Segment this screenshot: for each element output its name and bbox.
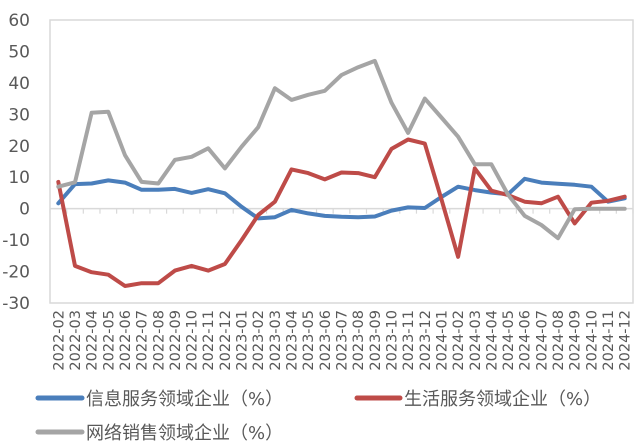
x-tick-label: 2023-04 xyxy=(285,310,301,371)
x-tick-label: 2024-10 xyxy=(584,310,600,371)
x-tick-label: 2022-11 xyxy=(201,310,217,371)
x-axis: 2022-02 2022-03 2022-04 2022-05 2022-06 2022-… xyxy=(51,310,633,371)
y-tick-label: 50 xyxy=(8,42,30,62)
x-tick-label: 2024-01 xyxy=(434,310,450,371)
legend-item-online-sales[interactable]: 网络销售领域企业（%） xyxy=(35,423,283,444)
x-tick-label: 2022-08 xyxy=(151,310,167,371)
x-tick-label: 2023-11 xyxy=(401,310,417,371)
series-line-1 xyxy=(56,137,627,288)
x-tick-label: 2022-02 xyxy=(51,310,67,371)
legend-item-life-service[interactable]: 生活服务领域企业（%） xyxy=(354,389,601,410)
x-tick-label: 2024-05 xyxy=(501,310,517,371)
x-tick-label: 2024-06 xyxy=(518,310,534,371)
x-tick-label: 2023-09 xyxy=(368,310,384,371)
x-tick-label: 2023-02 xyxy=(251,310,267,371)
legend-item-info-service[interactable]: 信息服务领域企业（%） xyxy=(35,389,283,410)
x-tick-label: 2023-08 xyxy=(351,310,367,371)
y-tick-label: 60 xyxy=(8,11,30,31)
y-tick-label: 40 xyxy=(8,74,30,94)
legend: 信息服务领域企业（%） 生活服务领域企业（%） 网络销售领域企业（%） xyxy=(35,389,601,444)
y-tick-label: 10 xyxy=(8,168,30,188)
x-tick-label: 2023-01 xyxy=(235,310,251,371)
y-tick-label: -10 xyxy=(2,231,30,251)
x-tick-label: 2023-12 xyxy=(418,310,434,371)
x-tick-label: 2024-09 xyxy=(568,310,584,371)
x-tick-label: 2022-12 xyxy=(218,310,234,371)
x-tick-label: 2022-03 xyxy=(68,310,84,371)
x-tick-label: 2023-05 xyxy=(301,310,317,371)
y-tick-label: 0 xyxy=(19,200,30,220)
x-tick-label: 2023-06 xyxy=(318,310,334,371)
x-tick-label: 2023-07 xyxy=(335,310,351,371)
x-tick-label: 2024-11 xyxy=(601,310,617,371)
y-tick-label: 30 xyxy=(8,105,30,125)
x-tick-label: 2024-04 xyxy=(484,310,500,371)
series-line-2 xyxy=(56,58,627,241)
x-tick-label: 2023-10 xyxy=(384,310,400,371)
legend-label-life-service: 生活服务领域企业（%） xyxy=(404,389,601,410)
x-tick-label: 2024-03 xyxy=(468,310,484,371)
x-tick-label: 2024-02 xyxy=(451,310,467,371)
x-tick-label: 2022-10 xyxy=(185,310,201,371)
y-axis: 60 50 40 30 20 10 0 -10 -20 -30 xyxy=(2,11,30,314)
x-tick-label: 2022-04 xyxy=(85,310,101,371)
x-tick-label: 2022-05 xyxy=(101,310,117,371)
plot-area-border xyxy=(49,19,634,304)
x-tick-label: 2024-08 xyxy=(551,310,567,371)
x-tick-label: 2024-07 xyxy=(534,310,550,371)
x-tick-label: 2023-03 xyxy=(268,310,284,371)
legend-label-online-sales: 网络销售领域企业（%） xyxy=(86,423,283,444)
y-tick-label: -30 xyxy=(2,294,30,314)
y-tick-label: 20 xyxy=(8,137,30,157)
x-tick-label: 2022-07 xyxy=(135,310,151,371)
series-line-0 xyxy=(56,176,627,221)
y-tick-label: -20 xyxy=(2,263,30,283)
x-tick-label: 2022-09 xyxy=(168,310,184,371)
x-tick-label: 2024-12 xyxy=(618,310,634,371)
series-lines xyxy=(56,58,627,288)
legend-label-info-service: 信息服务领域企业（%） xyxy=(86,389,283,410)
x-tick-label: 2022-06 xyxy=(118,310,134,371)
